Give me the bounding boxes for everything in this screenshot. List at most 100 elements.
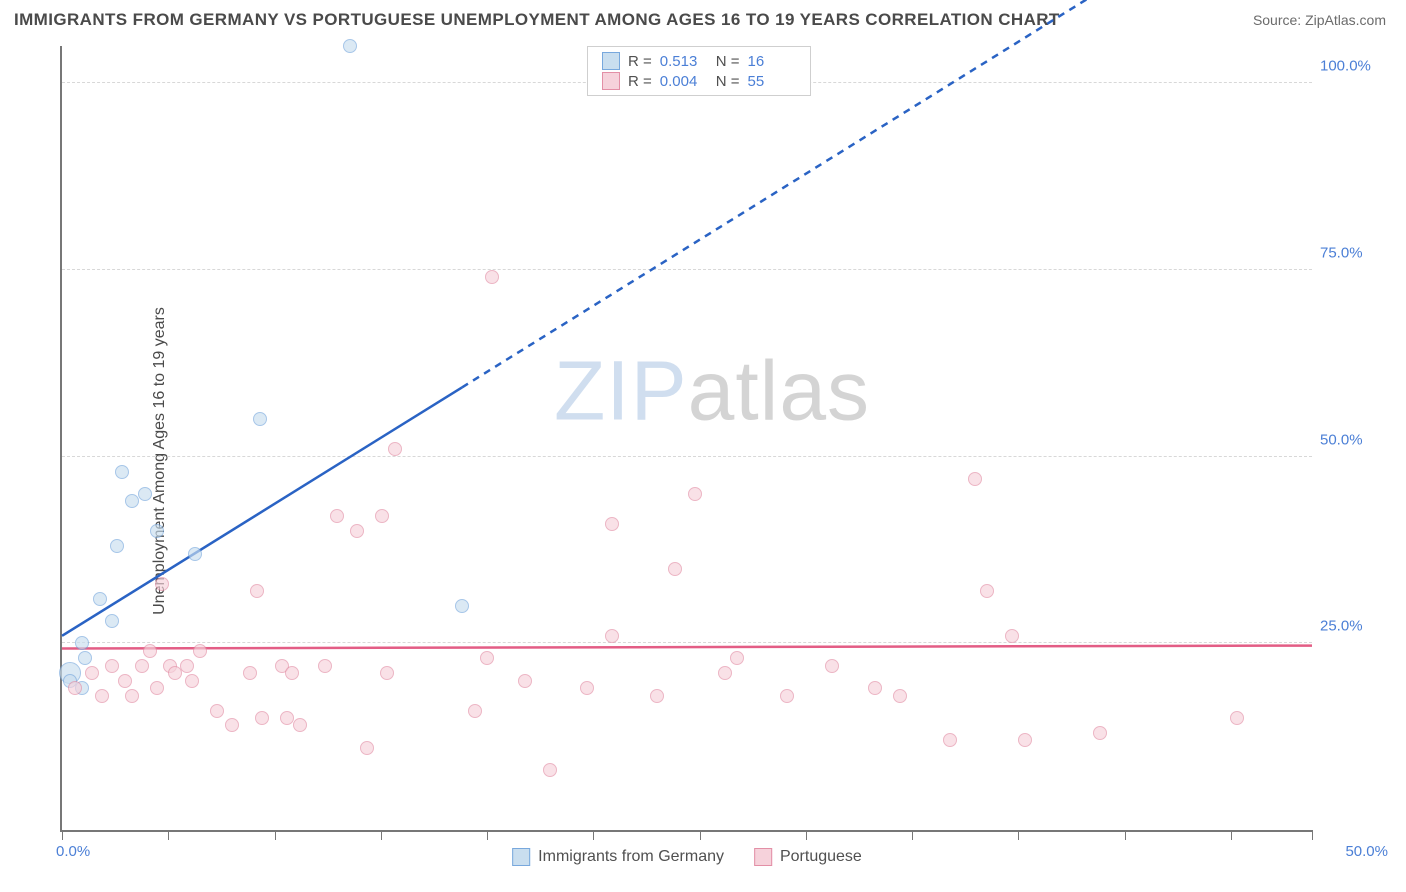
x-tick — [806, 830, 807, 840]
data-point — [485, 270, 499, 284]
data-point — [115, 465, 129, 479]
legend-swatch — [602, 72, 620, 90]
data-point — [95, 689, 109, 703]
data-point — [718, 666, 732, 680]
data-point — [185, 674, 199, 688]
data-point — [543, 763, 557, 777]
plot-area: ZIPatlas 0.0% 50.0% R =0.513N =16R =0.00… — [60, 46, 1312, 832]
data-point — [150, 524, 164, 538]
legend-swatch — [512, 848, 530, 866]
x-tick — [912, 830, 913, 840]
data-point — [150, 681, 164, 695]
data-point — [193, 644, 207, 658]
data-point — [380, 666, 394, 680]
legend-item: Portuguese — [754, 848, 862, 866]
data-point — [868, 681, 882, 695]
r-label: R = — [628, 53, 652, 70]
legend-swatch — [754, 848, 772, 866]
data-point — [250, 584, 264, 598]
data-point — [350, 524, 364, 538]
data-point — [668, 562, 682, 576]
data-point — [78, 651, 92, 665]
header: IMMIGRANTS FROM GERMANY VS PORTUGUESE UN… — [0, 0, 1406, 36]
y-tick-label: 100.0% — [1320, 58, 1384, 75]
chart-container: Unemployment Among Ages 16 to 19 years Z… — [14, 40, 1392, 882]
data-point — [138, 487, 152, 501]
x-tick — [275, 830, 276, 840]
r-value: 0.004 — [660, 73, 708, 90]
r-value: 0.513 — [660, 53, 708, 70]
data-point — [1005, 629, 1019, 643]
x-tick — [1312, 830, 1313, 840]
data-point — [605, 517, 619, 531]
correlation-legend: R = 0.513 N = 16 R = 0.004 N = 55 — [587, 46, 811, 96]
data-point — [243, 666, 257, 680]
data-point — [105, 614, 119, 628]
data-point — [110, 539, 124, 553]
data-point — [688, 487, 702, 501]
x-tick — [593, 830, 594, 840]
data-point — [168, 666, 182, 680]
data-point — [968, 472, 982, 486]
n-value: 55 — [748, 73, 796, 90]
data-point — [605, 629, 619, 643]
legend-swatch — [602, 52, 620, 70]
x-tick — [487, 830, 488, 840]
x-axis-min-label: 0.0% — [56, 843, 90, 860]
data-point — [1230, 711, 1244, 725]
chart-title: IMMIGRANTS FROM GERMANY VS PORTUGUESE UN… — [14, 10, 1060, 30]
n-label: N = — [716, 53, 740, 70]
data-point — [825, 659, 839, 673]
data-point — [893, 689, 907, 703]
source-label: Source: ZipAtlas.com — [1253, 12, 1386, 28]
data-point — [1093, 726, 1107, 740]
data-point — [285, 666, 299, 680]
data-point — [730, 651, 744, 665]
data-point — [455, 599, 469, 613]
data-point — [780, 689, 794, 703]
data-point — [253, 412, 267, 426]
data-point — [1018, 733, 1032, 747]
series-legend: Immigrants from Germany Portuguese — [512, 848, 862, 866]
data-point — [480, 651, 494, 665]
x-tick — [168, 830, 169, 840]
data-point — [650, 689, 664, 703]
data-point — [125, 494, 139, 508]
data-point — [518, 674, 532, 688]
data-point — [318, 659, 332, 673]
x-tick — [1018, 830, 1019, 840]
data-point — [293, 718, 307, 732]
data-point — [118, 674, 132, 688]
data-point — [125, 689, 139, 703]
data-point — [68, 681, 82, 695]
data-point — [135, 659, 149, 673]
data-point — [225, 718, 239, 732]
data-point — [155, 577, 169, 591]
x-tick — [62, 830, 63, 840]
x-tick — [1231, 830, 1232, 840]
legend-item: Immigrants from Germany — [512, 848, 724, 866]
data-point — [388, 442, 402, 456]
data-point — [210, 704, 224, 718]
data-point — [580, 681, 594, 695]
x-tick — [1125, 830, 1126, 840]
x-tick — [381, 830, 382, 840]
data-point — [255, 711, 269, 725]
legend-row: R = 0.004 N = 55 — [588, 71, 810, 91]
data-point — [93, 592, 107, 606]
y-tick-label: 75.0% — [1320, 245, 1384, 262]
n-label: N = — [716, 73, 740, 90]
data-point — [343, 39, 357, 53]
data-point — [180, 659, 194, 673]
legend-label: Portuguese — [780, 848, 862, 866]
x-axis-max-label: 50.0% — [1345, 843, 1388, 860]
data-point — [980, 584, 994, 598]
n-value: 16 — [748, 53, 796, 70]
r-label: R = — [628, 73, 652, 90]
data-point — [75, 636, 89, 650]
data-point — [360, 741, 374, 755]
y-tick-label: 25.0% — [1320, 618, 1384, 635]
data-point — [375, 509, 389, 523]
legend-row: R = 0.513 N = 16 — [588, 51, 810, 71]
data-point — [188, 547, 202, 561]
